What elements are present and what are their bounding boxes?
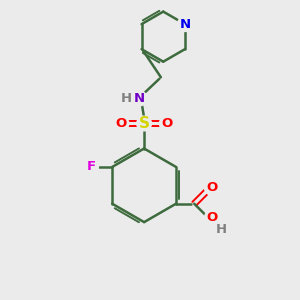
- Text: O: O: [161, 117, 172, 130]
- Circle shape: [132, 91, 147, 106]
- Text: N: N: [179, 18, 191, 31]
- Text: O: O: [116, 117, 127, 130]
- Circle shape: [214, 222, 229, 237]
- Text: H: H: [121, 92, 132, 105]
- Circle shape: [159, 116, 174, 131]
- Text: S: S: [139, 116, 150, 131]
- Circle shape: [119, 91, 134, 106]
- Circle shape: [178, 17, 192, 32]
- Circle shape: [84, 160, 98, 174]
- Circle shape: [114, 116, 129, 131]
- Circle shape: [205, 210, 219, 225]
- Text: O: O: [206, 211, 218, 224]
- Text: N: N: [134, 92, 145, 105]
- Circle shape: [205, 181, 219, 195]
- Text: H: H: [216, 223, 227, 236]
- Text: O: O: [206, 181, 218, 194]
- Text: F: F: [86, 160, 96, 173]
- Circle shape: [137, 116, 152, 131]
